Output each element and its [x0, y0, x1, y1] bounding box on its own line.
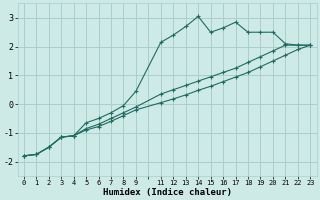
X-axis label: Humidex (Indice chaleur): Humidex (Indice chaleur) [103, 188, 232, 197]
